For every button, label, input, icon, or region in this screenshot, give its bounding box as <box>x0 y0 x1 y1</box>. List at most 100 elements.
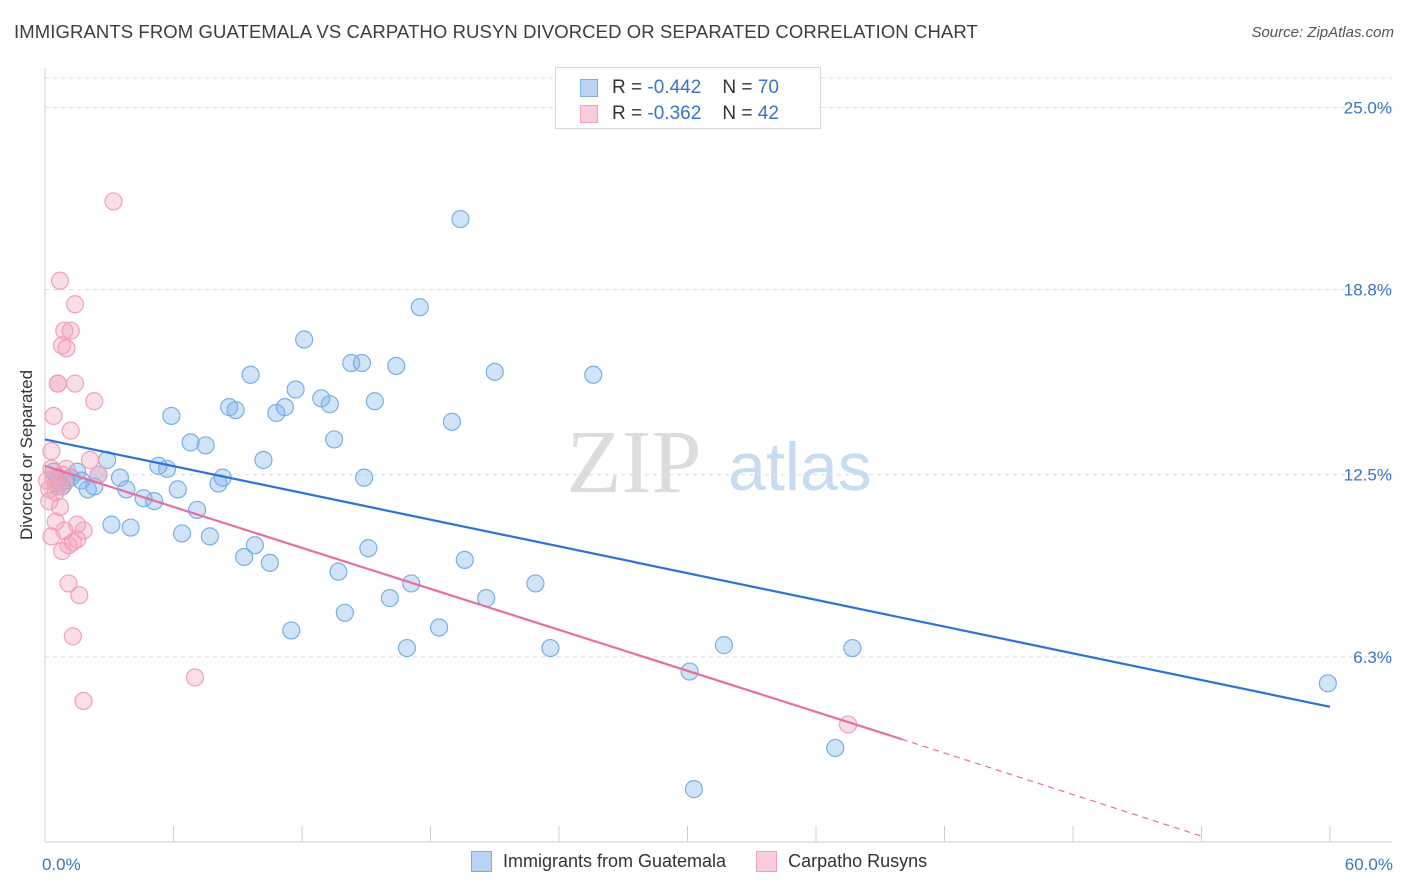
guatemala-point <box>121 518 140 537</box>
guatemala-point <box>168 480 187 499</box>
guatemala-point <box>245 536 264 555</box>
guatemala-point <box>286 380 305 399</box>
correlation-legend: R = -0.442 N = 70 R = -0.362 N = 42 <box>555 67 821 129</box>
x-tick-labels: 0.0% 60.0% <box>42 855 1393 874</box>
rusyn-point <box>63 627 82 646</box>
guatemala-point <box>226 400 245 420</box>
y-tick-label: 6.3% <box>1353 648 1392 667</box>
rusyn-point <box>55 321 74 340</box>
guatemala-point <box>260 553 279 572</box>
rusyn-point <box>61 321 80 340</box>
x-tick-label: 0.0% <box>42 855 81 874</box>
guatemala-point <box>359 539 378 558</box>
guatemala-point <box>200 527 220 546</box>
n-label: N = <box>722 103 753 124</box>
y-tick-labels: 6.3% 12.5% 18.8% 25.0% <box>1344 98 1392 666</box>
guatemala-legend-swatch <box>471 851 492 872</box>
guatemala-point <box>451 209 470 229</box>
rusyn-point <box>50 271 70 290</box>
guatemala-point <box>162 406 181 426</box>
guatemala-point <box>241 365 260 384</box>
guatemala-point <box>329 562 348 581</box>
r-value: -0.442 <box>647 77 702 98</box>
rusyn-point <box>80 450 100 470</box>
watermark: ZIP atlas <box>567 413 872 512</box>
guatemala-point <box>295 330 314 349</box>
guatemala-point <box>380 589 399 608</box>
rusyn-point <box>85 392 104 411</box>
rusyn-point <box>57 339 76 358</box>
guatemala-point <box>826 738 845 758</box>
guatemala-point <box>584 365 603 384</box>
rusyn-point <box>70 586 89 605</box>
rusyn-point <box>55 474 74 493</box>
guatemala-point <box>275 398 294 417</box>
rusyn-point <box>50 497 70 517</box>
guatemala-point <box>342 353 361 373</box>
trend-lines <box>44 438 1331 837</box>
guatemala-point <box>68 462 87 481</box>
guatemala-point <box>235 547 254 567</box>
rusyn-point <box>48 374 67 393</box>
guatemala-point <box>1318 674 1337 693</box>
legend-item-rusyn: Carpatho Rusyns <box>756 851 927 872</box>
guatemala-legend-label: Immigrants from Guatemala <box>503 851 727 871</box>
rusyn-trend-line <box>44 464 903 741</box>
guatemala-point <box>442 412 462 431</box>
rusyn-point <box>42 442 61 461</box>
guatemala-point <box>843 638 862 658</box>
guatemala-point <box>455 550 474 570</box>
y-tick-label: 12.5% <box>1344 466 1392 485</box>
guatemala-point <box>541 638 560 658</box>
rusyn-legend-swatch <box>756 851 778 872</box>
guatemala-point <box>320 395 339 414</box>
series-rusyn-points <box>38 192 858 734</box>
guatemala-point <box>102 515 121 534</box>
rusyn-swatch <box>580 105 598 123</box>
guatemala-point <box>485 362 504 381</box>
rusyn-point <box>104 192 123 211</box>
y-tick-label: 18.8% <box>1344 281 1392 300</box>
y-tick-label: 25.0% <box>1344 98 1392 117</box>
guatemala-point <box>397 638 417 658</box>
guatemala-point <box>684 780 704 799</box>
watermark-atlas: atlas <box>728 429 872 505</box>
rusyn-point <box>74 691 93 711</box>
guatemala-point <box>196 436 215 455</box>
guatemala-point <box>429 618 449 637</box>
rusyn-point <box>44 406 63 426</box>
axes <box>44 68 1392 843</box>
legend-row-rusyn: R = -0.362 N = 42 <box>580 103 779 125</box>
guatemala-swatch <box>580 79 598 97</box>
rusyn-legend-label: Carpatho Rusyns <box>788 851 928 871</box>
guatemala-point <box>181 433 200 452</box>
legend-row-guatemala: R = -0.442 N = 70 <box>580 77 779 99</box>
r-value: -0.362 <box>647 103 702 124</box>
n-value: 42 <box>757 103 779 124</box>
rusyn-trend-extension <box>901 738 1202 837</box>
guatemala-trend-line <box>44 438 1331 708</box>
rusyn-point <box>68 530 87 549</box>
r-label: R = <box>612 77 643 98</box>
guatemala-point <box>110 468 130 487</box>
guatemala-point <box>172 524 192 543</box>
n-label: N = <box>722 77 753 98</box>
guatemala-point <box>282 621 301 640</box>
chart-source: Source: ZipAtlas.com <box>1251 24 1394 41</box>
guatemala-point <box>352 353 372 373</box>
r-label: R = <box>612 103 643 124</box>
rusyn-point <box>65 295 85 314</box>
rusyn-point <box>65 374 85 393</box>
rusyn-point <box>61 421 80 440</box>
guatemala-point <box>355 468 374 487</box>
chart-title: IMMIGRANTS FROM GUATEMALA VS CARPATHO RU… <box>14 21 978 42</box>
guatemala-point <box>365 392 384 411</box>
rusyn-point <box>59 574 78 593</box>
guatemala-point <box>335 603 354 622</box>
guatemala-point <box>254 450 273 470</box>
watermark-zip: ZIP <box>567 413 702 512</box>
guatemala-point <box>714 636 734 655</box>
guatemala-point <box>387 356 406 376</box>
guatemala-point <box>526 574 545 593</box>
